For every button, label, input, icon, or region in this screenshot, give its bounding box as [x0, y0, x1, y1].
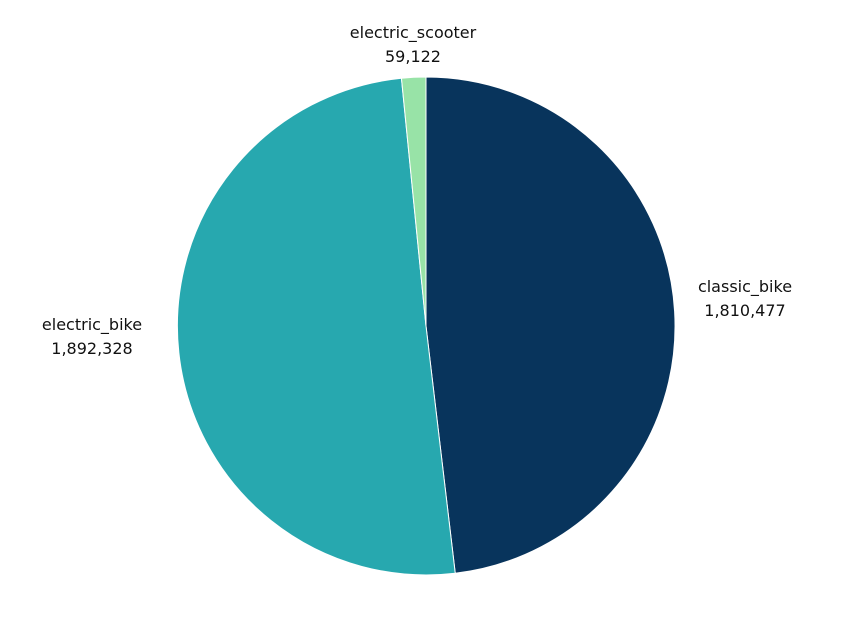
- slice-value-classic-bike: 1,810,477: [704, 301, 785, 320]
- slice-label-electric-bike: electric_bike: [42, 315, 142, 335]
- slice-label-electric-scooter: electric_scooter: [350, 23, 477, 43]
- pie-slice-electric-scooter[interactable]: [400, 76, 427, 327]
- pie-labels: classic_bike 1,810,477 electric_bike 1,892,…: [42, 23, 792, 358]
- pie-slice-classic-bike[interactable]: [425, 76, 676, 574]
- slice-label-classic-bike: classic_bike: [698, 277, 792, 297]
- slice-value-electric-bike: 1,892,328: [51, 339, 132, 358]
- slice-value-electric-scooter: 59,122: [385, 47, 441, 66]
- pie-slices: [176, 76, 676, 576]
- pie-slice-electric-bike[interactable]: [176, 77, 456, 576]
